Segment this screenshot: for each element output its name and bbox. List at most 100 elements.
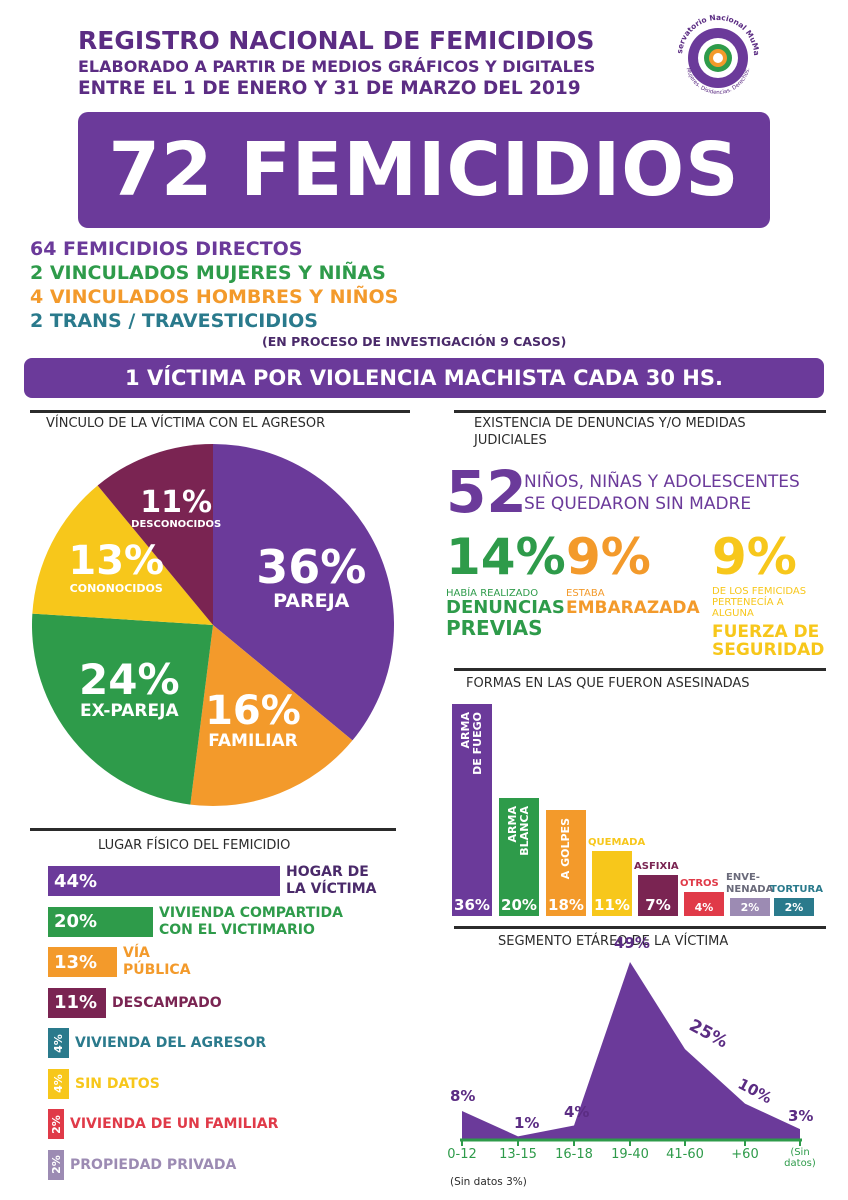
total-femicidios-box: 72 FEMICIDIOS <box>78 112 770 228</box>
count-line: 64 FEMICIDIOS DIRECTOS <box>30 238 303 260</box>
lugar-bar-label-line: PROPIEDAD PRIVADA <box>70 1156 237 1173</box>
age-area-chart <box>460 962 802 1146</box>
formas-bar-value: 11% <box>594 896 630 914</box>
pie-slice-name: FAMILIAR <box>208 730 298 751</box>
lugar-bar-value: 2% <box>49 1155 63 1174</box>
children-line1: NIÑOS, NIÑAS Y ADOLESCENTES <box>524 472 800 492</box>
formas-bar: 7% <box>638 875 678 916</box>
stat-denuncias-small: HABÍA REALIZADO <box>446 588 539 599</box>
stat-fuerza-strong2: SEGURIDAD <box>712 640 825 660</box>
formas-bar: 18% <box>546 810 586 916</box>
pie-slice-familiar <box>190 625 353 806</box>
formas-bar-value: 36% <box>454 896 490 914</box>
stat-embarazada-small: ESTABA <box>566 588 605 599</box>
denuncias-top-rule <box>454 410 826 413</box>
pie-chart <box>32 444 395 806</box>
pie-top-rule <box>30 410 410 413</box>
pie-slice-name: CONONOCIDOS <box>69 581 163 595</box>
stat-denuncias-strong1: DENUNCIAS <box>446 597 565 618</box>
lugar-bar-label-line: PÚBLICA <box>123 962 191 978</box>
lugar-bar-label: HOGAR DE LA VÍCTIMA <box>286 864 376 898</box>
lugar-bar-label-line: HOGAR DE <box>286 864 369 880</box>
formas-bar-value: 2% <box>784 901 804 914</box>
stat-embarazada-strong: EMBARAZADA <box>566 598 700 618</box>
stat-fuerza-small3: ALGUNA <box>712 608 754 619</box>
children-number: 52 <box>446 458 527 526</box>
age-category-label: 0-12 <box>447 1147 477 1162</box>
lugar-bar-value: 4% <box>52 1074 65 1093</box>
children-line2: SE QUEDARON SIN MADRE <box>524 494 752 514</box>
formas-bar: 4% <box>684 892 724 916</box>
age-note: (Sin datos 3%) <box>450 1176 527 1188</box>
formas-bar-top-label: TORTURA <box>770 884 823 895</box>
formas-bar-inside-label: A GOLPES <box>559 818 572 879</box>
formas-bar-value: 4% <box>694 901 714 914</box>
lugar-bar-label-line: VIVIENDA COMPARTIDA <box>159 904 343 921</box>
formas-bar-inside-label: ARMA BLANCA <box>506 806 531 856</box>
lugar-bar: 2% <box>48 1149 64 1180</box>
lugar-bar: 4% <box>48 1028 69 1058</box>
lugar-bar-label: VIVIENDA DEL AGRESOR <box>75 1035 266 1052</box>
pie-title: VÍNCULO DE LA VÍCTIMA CON EL AGRESOR <box>46 416 326 431</box>
formas-bar-value: 2% <box>740 901 760 914</box>
formas-bar-value: 7% <box>645 896 671 914</box>
pie-slice-pct: 11% <box>140 484 213 520</box>
formas-bar-value: 18% <box>548 896 584 914</box>
lugar-title: LUGAR FÍSICO DEL FEMICIDIO <box>98 838 291 853</box>
pie-slice-desconocidos <box>97 444 213 625</box>
formas-bar: 11% <box>592 851 632 916</box>
formas-bar-value: 20% <box>501 896 537 914</box>
formas-bar: 2% <box>774 898 814 916</box>
pie-label: 13% CONONOCIDOS <box>36 540 196 595</box>
pie-slice-pct: 24% <box>79 655 180 705</box>
age-category-label: 13-15 <box>499 1147 537 1162</box>
formas-bar: 36% <box>452 704 492 916</box>
page-title: REGISTRO NACIONAL DE FEMICIDIOS <box>78 26 595 55</box>
pie-slice-cononocidos <box>32 485 213 625</box>
lugar-bar-label: DESCAMPADO <box>112 995 222 1012</box>
age-value-label: 1% <box>514 1114 540 1133</box>
lugar-bar-label-line: SIN DATOS <box>75 1075 160 1092</box>
lugar-bar: 11% <box>48 987 106 1018</box>
count-line: 4 VINCULADOS HOMBRES Y NIÑOS <box>30 286 399 308</box>
lugar-bar-label: SIN DATOS <box>75 1076 160 1093</box>
age-top-rule <box>454 926 826 929</box>
pie-slice-name: PAREJA <box>273 589 350 612</box>
stat-fuerza-small2: PERTENECÍA A <box>712 597 784 608</box>
stat-fuerza-strong1: FUERZA DE <box>712 622 820 642</box>
lugar-bar-value: 44% <box>54 870 98 892</box>
formas-bar-top-label: ASFIXIA <box>634 861 679 872</box>
formas-title: FORMAS EN LAS QUE FUERON ASESINADAS <box>466 676 750 691</box>
pie-slice-ex-pareja <box>32 613 213 805</box>
pie-slice-pct: 16% <box>205 687 301 734</box>
lugar-bar-label: VIVIENDA COMPARTIDA CON EL VICTIMARIO <box>159 905 343 939</box>
formas-bar: 20% <box>499 798 539 916</box>
formas-bar-top-label: OTROS <box>680 878 719 889</box>
page-period: ENTRE EL 1 DE ENERO Y 31 DE MARZO DEL 20… <box>78 78 581 99</box>
lugar-bar-label-line: DESCAMPADO <box>112 994 222 1011</box>
pie-slice-pct: 36% <box>256 539 367 594</box>
pie-label: 36% PAREJA <box>231 543 391 612</box>
lugar-bar-label: PROPIEDAD PRIVADA <box>70 1157 236 1174</box>
total-femicidios: 72 FEMICIDIOS <box>108 127 740 213</box>
lugar-bar-label-line: VIVIENDA DE UN FAMILIAR <box>70 1116 279 1132</box>
lugar-bar-label-line: VÍA <box>123 945 150 961</box>
pie-label: 11% DESCONOCIDOS <box>96 484 256 531</box>
pie-label: 24% EX-PAREJA <box>49 658 209 721</box>
observatorio-logo: Observatorio Nacional MuMaLá Mujeres. Di… <box>668 6 761 96</box>
lugar-bar-label-line: CON EL VICTIMARIO <box>159 921 315 938</box>
lugar-bar-value: 2% <box>49 1114 63 1134</box>
age-value-label: 4% <box>564 1103 590 1122</box>
age-value-label: 49% <box>614 934 650 952</box>
pie-slice-name: DESCONOCIDOS <box>131 518 222 530</box>
frequency-banner: 1 VÍCTIMA POR VIOLENCIA MACHISTA CADA 30… <box>24 358 824 398</box>
lugar-bar-value: 13% <box>54 951 98 973</box>
formas-bar-top-label: QUEMADA <box>588 837 646 848</box>
age-value-label: 8% <box>450 1086 476 1105</box>
formas-bar: 2% <box>730 898 770 916</box>
lugar-bar-label-line: LA VÍCTIMA <box>286 881 377 897</box>
stat-embarazada-pct: 9% <box>566 528 651 586</box>
count-line: 2 VINCULADOS MUJERES Y NIÑAS <box>30 262 386 284</box>
denuncias-title-line1: EXISTENCIA DE DENUNCIAS Y/O MEDIDAS <box>474 416 746 431</box>
lugar-bar-value: 4% <box>52 1033 65 1053</box>
